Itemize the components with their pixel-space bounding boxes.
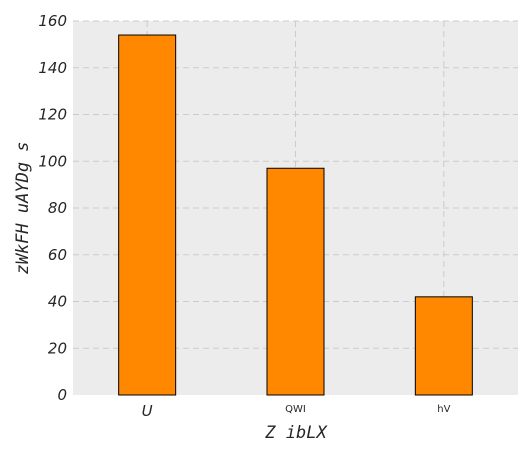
x-tick-label: QWI — [285, 404, 306, 415]
x-tick-labels: U QWI hV — [142, 402, 451, 420]
y-tick-label: 40 — [48, 293, 67, 311]
y-tick-label: 80 — [48, 199, 67, 217]
bar-U — [118, 34, 177, 396]
y-tick-label: 120 — [38, 106, 67, 124]
y-tick-label: 0 — [57, 386, 67, 404]
y-tick-label: 20 — [48, 339, 67, 357]
y-tick-labels: 0 20 40 60 80 100 120 140 160 — [38, 12, 67, 404]
x-tick-label: hV — [437, 404, 450, 415]
bar-QWI — [266, 167, 325, 396]
y-tick-label: 60 — [48, 246, 67, 264]
bars — [118, 34, 473, 396]
x-axis-label: Z ibLX — [264, 423, 328, 443]
x-tick-label: U — [142, 402, 153, 420]
y-tick-label: 100 — [38, 152, 67, 170]
y-tick-label: 140 — [38, 59, 67, 77]
bar-hV — [414, 296, 473, 396]
y-axis-label: zWkFH uAYDg s — [13, 141, 33, 274]
y-tick-label: 160 — [38, 12, 67, 30]
